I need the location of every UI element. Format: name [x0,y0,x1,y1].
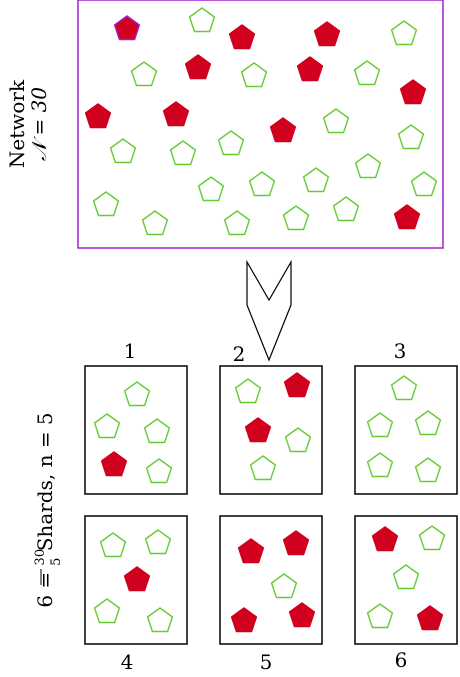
network-node-2-honest-node-icon [188,7,216,33]
shard-1-node-4-malicious-node-icon [100,451,128,477]
network-label-line2: 𝒩 = 30 [27,87,51,161]
shards-label-suffix: Shards, n = 5 [33,412,57,557]
network-node-10-honest-node-icon [353,60,381,86]
network-node-25-honest-node-icon [354,153,382,179]
shard-2-node-3-malicious-node-icon [244,417,272,443]
network-node-7-malicious-node-icon [184,54,212,80]
shard-number-3: 3 [394,339,407,363]
network-node-24-honest-node-icon [302,167,330,193]
shard-2-node-5-honest-node-icon [249,455,277,481]
shard-box-1 [84,365,188,495]
network-node-4-malicious-node-icon [313,21,341,47]
network-node-16-honest-node-icon [217,130,245,156]
shard-number-6: 6 [395,648,408,672]
network-node-22-honest-node-icon [197,176,225,202]
network-node-19-honest-node-icon [397,124,425,150]
shard-1-node-5-honest-node-icon [145,458,173,484]
shard-2-node-2-malicious-node-icon [283,372,311,398]
network-node-20-honest-node-icon [92,191,120,217]
shard-3-node-2-honest-node-icon [366,412,394,438]
shard-box-3 [354,365,458,495]
shard-box-2 [219,365,323,495]
shard-4-node-2-honest-node-icon [144,529,172,555]
network-node-21-honest-node-icon [141,210,169,236]
shard-4-node-1-honest-node-icon [99,532,127,558]
shard-4-node-4-honest-node-icon [93,598,121,624]
shards-side-label: 6 = 305 Shards, n = 5 [33,412,64,607]
shard-5-node-5-malicious-node-icon [288,602,316,628]
network-node-23-honest-node-icon [248,171,276,197]
nodes-layer [84,7,446,633]
network-node-18-honest-node-icon [322,108,350,134]
shard-5-node-4-malicious-node-icon [230,607,258,633]
shard-boxes [84,365,458,645]
shard-6-node-2-honest-node-icon [418,525,446,551]
network-node-13-malicious-node-icon [162,101,190,127]
shard-6-node-5-malicious-node-icon [416,605,444,631]
shard-3-node-5-honest-node-icon [414,457,442,483]
shard-6-node-3-honest-node-icon [392,564,420,590]
shards-label-frac-num: 30 [33,549,48,566]
network-node-28-honest-node-icon [282,205,310,231]
network-node-29-honest-node-icon [332,196,360,222]
network-node-15-honest-node-icon [169,140,197,166]
shard-1-node-1-honest-node-icon [123,381,151,407]
shard-3-node-1-honest-node-icon [390,375,418,401]
down-arrow-icon [246,259,292,362]
network-node-26-honest-node-icon [410,171,438,197]
network-node-3-malicious-node-icon [228,24,256,50]
network-label-line1: Network [5,79,29,168]
network-node-12-malicious-node-icon [84,103,112,129]
network-node-30-malicious-node-icon [393,204,421,230]
shard-number-1: 1 [124,339,137,363]
shard-number-2: 2 [233,342,246,366]
shard-3-node-4-honest-node-icon [366,452,394,478]
shard-box-4 [84,515,188,645]
shard-6-node-1-malicious-node-icon [371,526,399,552]
shard-3-node-3-honest-node-icon [414,410,442,436]
shard-5-node-3-honest-node-icon [270,573,298,599]
shard-5-node-2-malicious-node-icon [282,530,310,556]
network-box [77,0,444,249]
shard-number-5: 5 [260,650,273,674]
shard-1-node-2-honest-node-icon [93,413,121,439]
network-node-5-honest-node-icon [390,20,418,46]
network-node-14-honest-node-icon [109,138,137,164]
network-label: Network 𝒩 = 30 [5,79,51,168]
shard-4-node-5-honest-node-icon [146,607,174,633]
shard-2-node-4-honest-node-icon [284,427,312,453]
shard-2-node-1-honest-node-icon [234,378,262,404]
shard-6-node-4-honest-node-icon [366,603,394,629]
shard-1-node-3-honest-node-icon [143,418,171,444]
network-node-11-malicious-node-icon [399,79,427,105]
shard-number-4: 4 [121,650,134,674]
shards-label-frac-den: 5 [49,558,64,566]
network-node-6-honest-node-icon [130,61,158,87]
shard-box-6 [354,515,458,645]
network-node-1-malicious-node-icon [113,15,141,41]
network-node-9-malicious-node-icon [296,56,324,82]
shard-5-node-1-malicious-node-icon [237,538,265,564]
network-node-27-honest-node-icon [223,210,251,236]
network-node-8-honest-node-icon [240,62,268,88]
network-node-17-malicious-node-icon [269,117,297,143]
shards-label-prefix: 6 = [33,565,57,607]
shards-side-label-text: 6 = 305 Shards, n = 5 [33,412,64,607]
shard-box-5 [219,515,323,645]
shard-4-node-3-malicious-node-icon [123,566,151,592]
